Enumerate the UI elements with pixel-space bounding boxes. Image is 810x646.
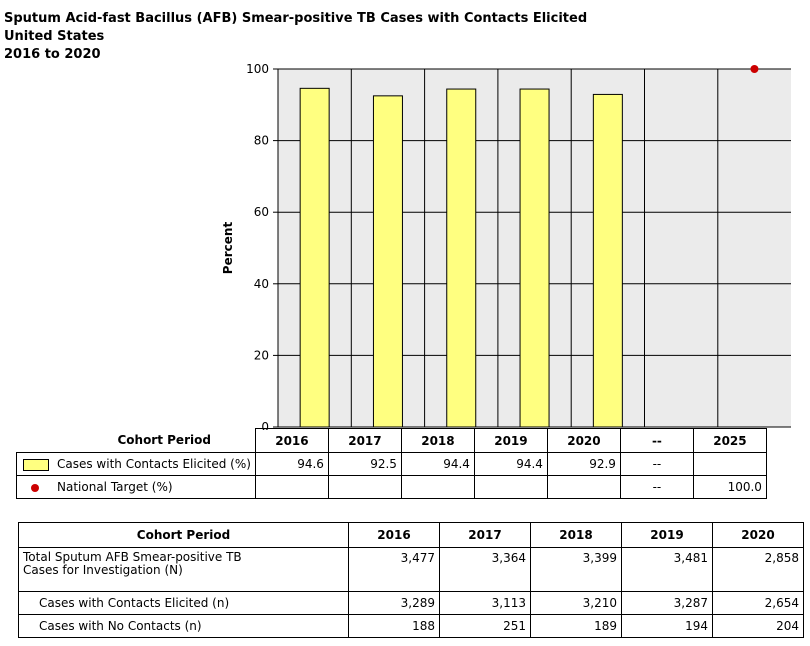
y-tick-label: 60 [254, 205, 269, 219]
data-col-header: 2017 [439, 522, 531, 548]
bar [372, 95, 403, 428]
table-cell: 3,477 [348, 547, 440, 592]
bar [299, 87, 330, 428]
table-cell: 194 [621, 614, 713, 638]
row-label-total-line1: Total Sputum AFB Smear-positive TB [23, 550, 242, 564]
table-cell: 204 [712, 614, 804, 638]
y-tick-label: 40 [254, 277, 269, 291]
table-cell: 2,858 [712, 547, 804, 592]
bar-swatch-icon [23, 458, 49, 471]
row-label-elicited: Cases with Contacts Elicited (n) [18, 591, 349, 615]
row-label-total: Total Sputum AFB Smear-positive TB Cases… [18, 547, 349, 592]
legend-col-header: 2016 [254, 428, 329, 453]
data-table: Cohort Period 2016 2017 2018 2019 2020 Total… [18, 522, 804, 638]
table-cell: 3,399 [530, 547, 622, 592]
legend-col-header: 2020 [546, 428, 621, 453]
target-point [750, 65, 759, 73]
legend-cell [546, 475, 621, 499]
y-tick-label: 80 [254, 134, 269, 148]
legend-cell [473, 475, 548, 499]
table-cell: 3,113 [439, 591, 531, 615]
table-cell: 188 [348, 614, 440, 638]
table-row: Cases with No Contacts (n) 188 251 189 194 2… [18, 614, 804, 638]
legend-cell [400, 475, 475, 499]
data-col-header: 2016 [348, 522, 440, 548]
bar-chart: 0 20 40 60 80 100 Percent [221, 62, 791, 430]
legend-cell: 94.4 [400, 452, 475, 476]
legend-row-target: National Target (%) -- 100.0 [16, 475, 767, 499]
bar [446, 88, 477, 428]
legend-header-label: Cohort Period [117, 433, 211, 448]
legend-col-header: 2018 [400, 428, 475, 453]
legend-cell: 100.0 [692, 475, 767, 499]
table-cell: 3,364 [439, 547, 531, 592]
legend-col-header: 2019 [473, 428, 548, 453]
bar [592, 93, 623, 428]
legend-label-bars: Cases with Contacts Elicited (%) [16, 452, 256, 476]
table-cell: 189 [530, 614, 622, 638]
legend-cell: -- [619, 452, 694, 476]
legend-header-row: Cohort Period 2016 2017 2018 2019 2020 -- 2025 [17, 428, 767, 453]
bars [299, 87, 623, 428]
legend-col-header: -- [619, 428, 694, 453]
table-cell: 3,481 [621, 547, 713, 592]
legend-text-bars: Cases with Contacts Elicited (%) [57, 457, 251, 471]
legend-text-target: National Target (%) [57, 480, 173, 494]
legend-cell [254, 475, 329, 499]
title-line-1: Sputum Acid-fast Bacillus (AFB) Smear-po… [4, 11, 588, 26]
chart-title: Sputum Acid-fast Bacillus (AFB) Smear-po… [4, 10, 587, 64]
title-line-3: 2016 to 2020 [4, 47, 101, 62]
bar [519, 88, 550, 428]
title-line-2: United States [4, 29, 105, 44]
legend-col-header: 2017 [327, 428, 402, 453]
table-row: Total Sputum AFB Smear-positive TB Cases… [18, 547, 804, 592]
target-points [750, 65, 759, 73]
legend-cell: 94.4 [473, 452, 548, 476]
legend-table: Cohort Period 2016 2017 2018 2019 2020 -- 2025… [16, 428, 767, 499]
legend-label-target: National Target (%) [16, 475, 256, 499]
y-tick-label: 100 [246, 62, 269, 76]
y-axis: 0 20 40 60 80 100 [246, 62, 279, 430]
data-header-row: Cohort Period 2016 2017 2018 2019 2020 [18, 522, 804, 548]
data-col-header: 2020 [712, 522, 804, 548]
y-tick-label: 20 [254, 348, 269, 362]
table-cell: 3,289 [348, 591, 440, 615]
data-header-label: Cohort Period [18, 522, 349, 548]
target-dot-icon [31, 483, 39, 492]
legend-col-header: 2025 [692, 428, 767, 453]
legend-cell [692, 452, 767, 476]
table-cell: 251 [439, 614, 531, 638]
row-label-no-contacts: Cases with No Contacts (n) [18, 614, 349, 638]
legend-cell: 94.6 [254, 452, 329, 476]
table-cell: 3,287 [621, 591, 713, 615]
legend-cell: -- [619, 475, 694, 499]
table-cell: 2,654 [712, 591, 804, 615]
table-cell: 3,210 [530, 591, 622, 615]
row-label-total-line2: Cases for Investigation (N) [23, 563, 183, 577]
legend-cell [327, 475, 402, 499]
data-col-header: 2019 [621, 522, 713, 548]
table-row: Cases with Contacts Elicited (n) 3,289 3,… [18, 591, 804, 615]
legend-cell: 92.9 [546, 452, 621, 476]
y-tick-label: 0 [261, 420, 269, 430]
legend-cell: 92.5 [327, 452, 402, 476]
y-axis-label: Percent [221, 222, 235, 275]
legend-row-bars: Cases with Contacts Elicited (%) 94.6 92.… [16, 452, 767, 476]
data-col-header: 2018 [530, 522, 622, 548]
